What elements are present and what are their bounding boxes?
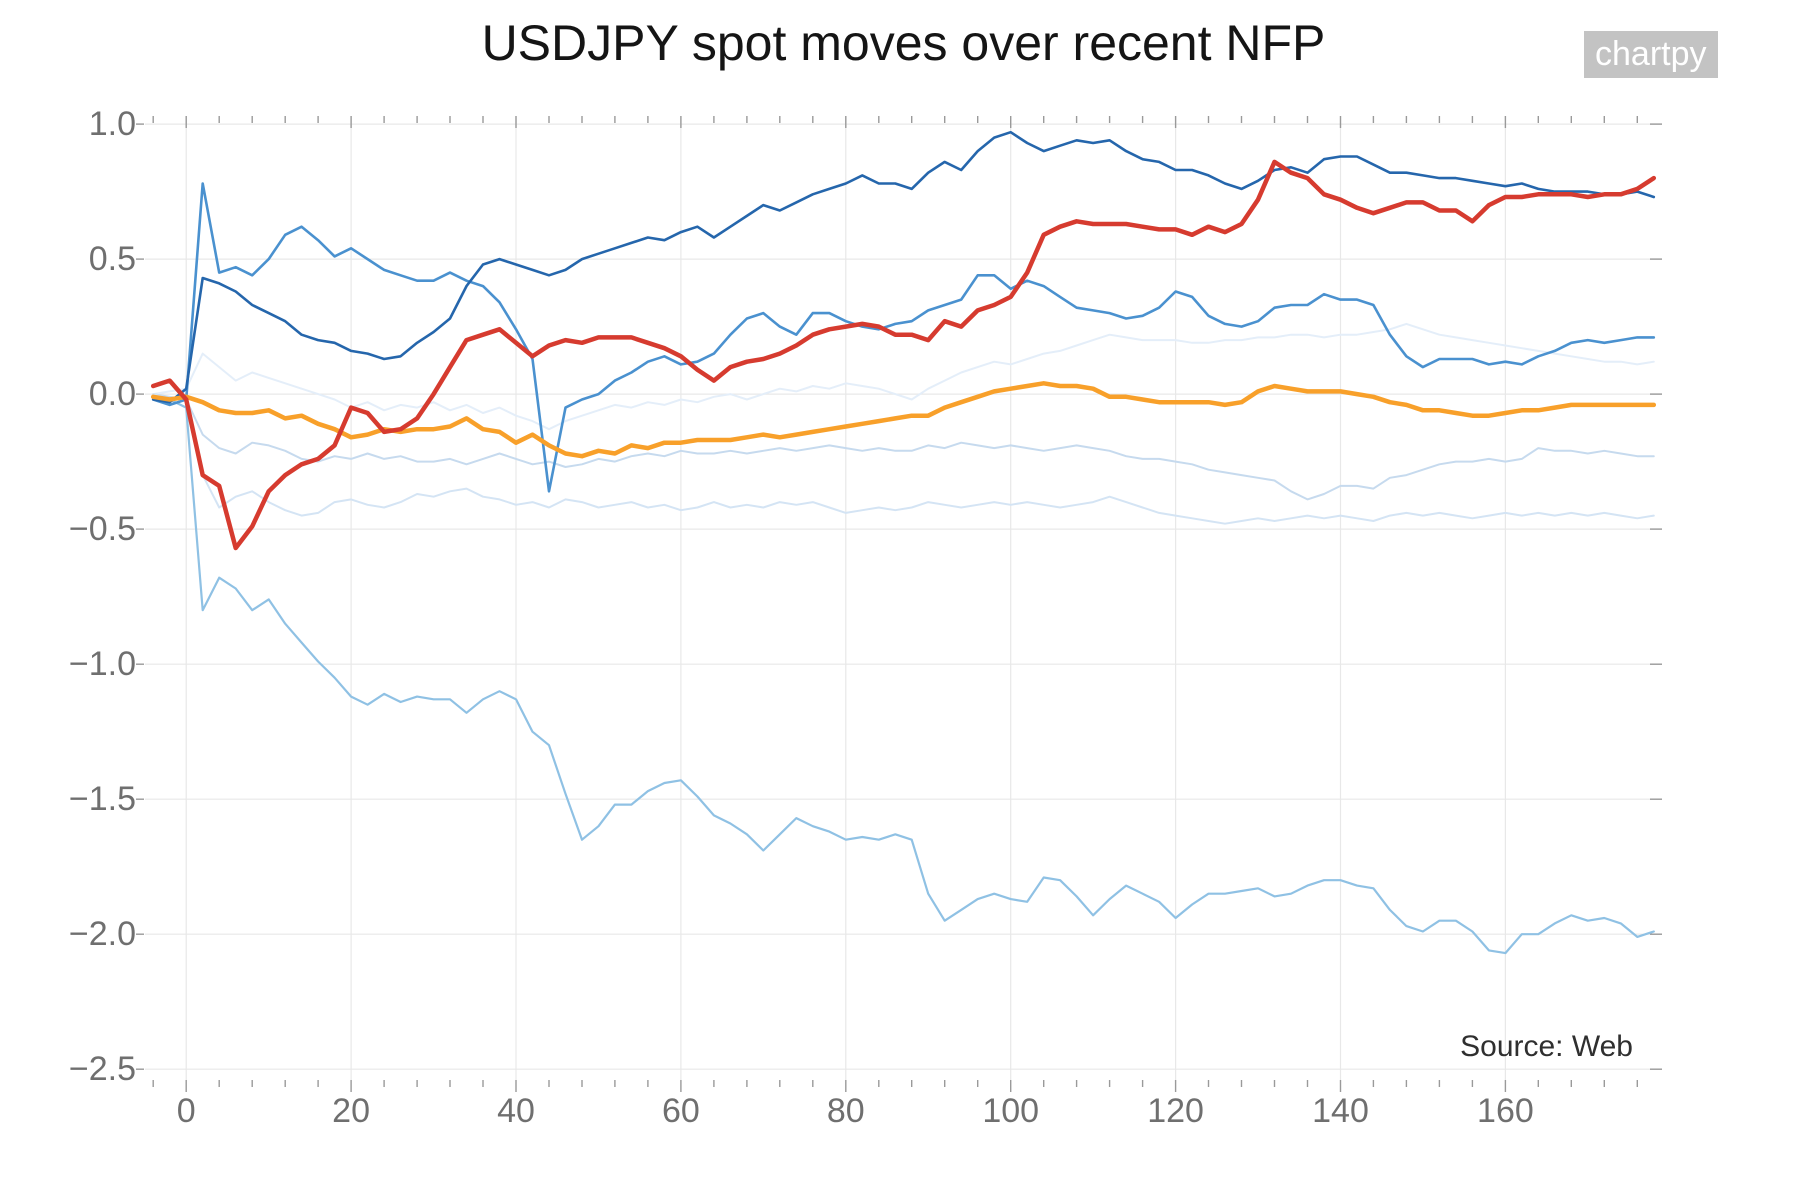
x-tick-label: 120 [1147, 1092, 1204, 1130]
x-tick-label: 160 [1477, 1092, 1534, 1130]
y-tick-label: −2.0 [69, 915, 136, 953]
y-tick-label: −1.5 [69, 780, 136, 818]
series-line-light-blue [152, 395, 1655, 955]
y-tick-label: −0.5 [69, 510, 136, 548]
x-tick-label: 80 [827, 1092, 865, 1130]
y-tick-label: 0.5 [89, 240, 136, 278]
x-tick-label: 140 [1312, 1092, 1369, 1130]
y-tick-label: −2.5 [69, 1050, 136, 1088]
series-line-dark-blue [151, 130, 1656, 404]
series-line-pale-3 [152, 393, 1655, 525]
x-tick-label: 40 [497, 1092, 535, 1130]
x-tick-label: 100 [982, 1092, 1039, 1130]
y-tick-label: 0.0 [89, 375, 136, 413]
series-line-orange [150, 381, 1657, 459]
y-tick-label: 1.0 [89, 105, 136, 143]
y-tick-label: −1.0 [69, 645, 136, 683]
chart-title: USDJPY spot moves over recent NFP [481, 15, 1326, 71]
series-line-red [150, 159, 1657, 551]
series-line-pale-2 [152, 393, 1655, 501]
x-tick-label: 20 [332, 1092, 370, 1130]
series-line-pale-1 [152, 322, 1655, 431]
series-line-medium-blue [151, 182, 1656, 493]
source-note: Source: Web [1460, 1030, 1633, 1063]
x-tick-label: 0 [177, 1092, 196, 1130]
x-tick-label: 60 [662, 1092, 700, 1130]
chartpy-badge: chartpy [1584, 31, 1718, 78]
